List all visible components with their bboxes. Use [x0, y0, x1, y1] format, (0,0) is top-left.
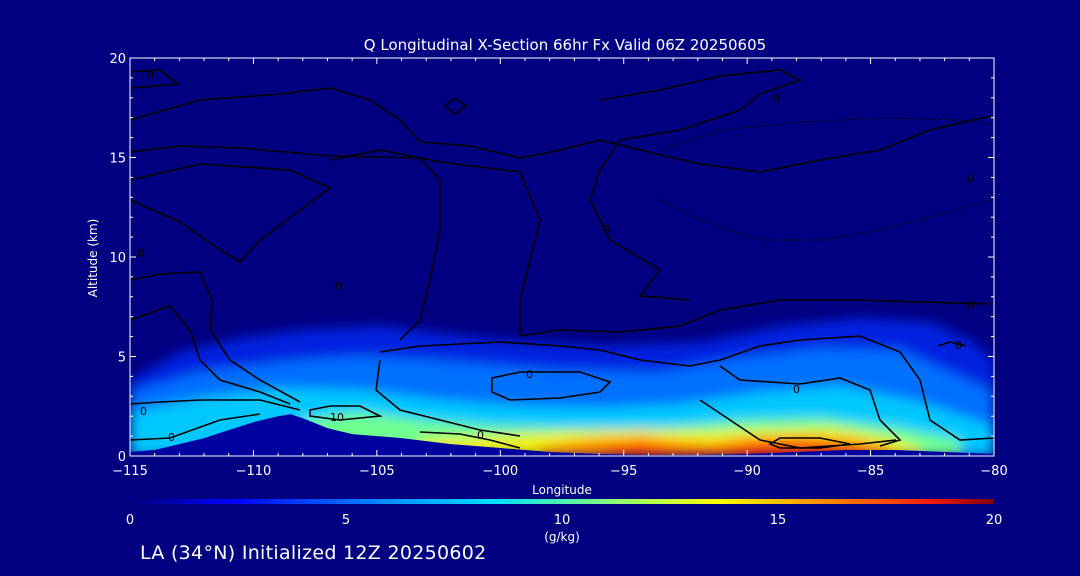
- contour-label: 10: [330, 411, 344, 424]
- contour-line: [130, 87, 991, 173]
- contour-label: 0: [526, 368, 533, 381]
- y-axis: 0 5 10 15 20: [109, 52, 994, 465]
- contour-line: [130, 145, 441, 341]
- contour-label: 0: [967, 173, 974, 186]
- colorbar-tick-label: 15: [770, 513, 787, 528]
- contour-label: 0: [140, 405, 147, 418]
- y-axis-label: Altitude (km): [86, 219, 100, 298]
- contour-label: 0: [967, 299, 974, 312]
- colorbar-ticks: 0 5 10 15 20: [126, 513, 1002, 528]
- colorbar-tick-label: 10: [554, 513, 571, 528]
- contour-line: [329, 149, 991, 337]
- terrain: [130, 414, 994, 456]
- y-tick-label: 15: [109, 152, 126, 167]
- humidity-field: [130, 318, 994, 456]
- contour-line: [699, 399, 897, 449]
- contour-line: [375, 359, 521, 437]
- x-tick-label: −105: [359, 464, 395, 479]
- contour-line: [937, 341, 967, 347]
- x-tick-label: −110: [236, 464, 272, 479]
- contour-line: [309, 405, 383, 421]
- colorbar: [130, 499, 994, 504]
- x-tick-label: −95: [610, 464, 637, 479]
- contour-line: [379, 335, 994, 441]
- chart-title: Q Longitudinal X-Section 66hr Fx Valid 0…: [364, 36, 766, 54]
- contour-line: [491, 371, 612, 401]
- colorbar-tick-label: 5: [342, 513, 350, 528]
- contour-label: 0: [955, 339, 962, 352]
- contour-line: [130, 163, 332, 264]
- contour-label: 0: [793, 383, 800, 396]
- contour-line: [659, 199, 991, 241]
- contour-line: [130, 305, 291, 405]
- colorbar-label: (g/kg): [544, 530, 580, 544]
- x-tick-label: −115: [112, 464, 148, 479]
- colorbar-tick-label: 20: [986, 513, 1003, 528]
- contour-line: [130, 271, 301, 403]
- colorbar-tick-label: 0: [126, 513, 134, 528]
- x-tick-label: −80: [980, 464, 1007, 479]
- y-tick-label: 10: [109, 251, 126, 266]
- contour-label: 0: [477, 429, 484, 442]
- contour-line: [443, 96, 468, 116]
- contour-label: 0: [137, 247, 144, 260]
- contour-label: 0: [147, 68, 154, 81]
- contour-line: [130, 69, 181, 89]
- x-axis-label: Longitude: [532, 483, 592, 497]
- contour-label: 0: [603, 223, 610, 236]
- contour-line: [768, 437, 851, 449]
- x-tick-label: −90: [733, 464, 760, 479]
- contour-label: 0: [168, 431, 175, 444]
- caption: LA (34°N) Initialized 12Z 20250602: [140, 542, 487, 564]
- contour-label: 0: [335, 280, 342, 293]
- contour-line: [130, 413, 261, 441]
- y-tick-label: 5: [118, 351, 126, 366]
- contour-line: [130, 399, 301, 411]
- y-tick-label: 0: [118, 450, 126, 465]
- contour-line: [589, 69, 803, 301]
- x-tick-label: −100: [482, 464, 518, 479]
- y-tick-label: 20: [109, 52, 126, 67]
- x-tick-label: −85: [857, 464, 884, 479]
- contour-lines: [130, 69, 994, 449]
- contour-line: [659, 117, 991, 151]
- x-axis: −115 −110 −105 −100 −95 −90 −85 −80: [112, 58, 1008, 479]
- contour-line: [719, 365, 902, 447]
- contour-line: [419, 431, 521, 449]
- contour-labels: 0 10 0 0 0 0 0 0 0 0 0 0 0 0: [137, 68, 974, 444]
- contour-label: 0: [773, 92, 780, 105]
